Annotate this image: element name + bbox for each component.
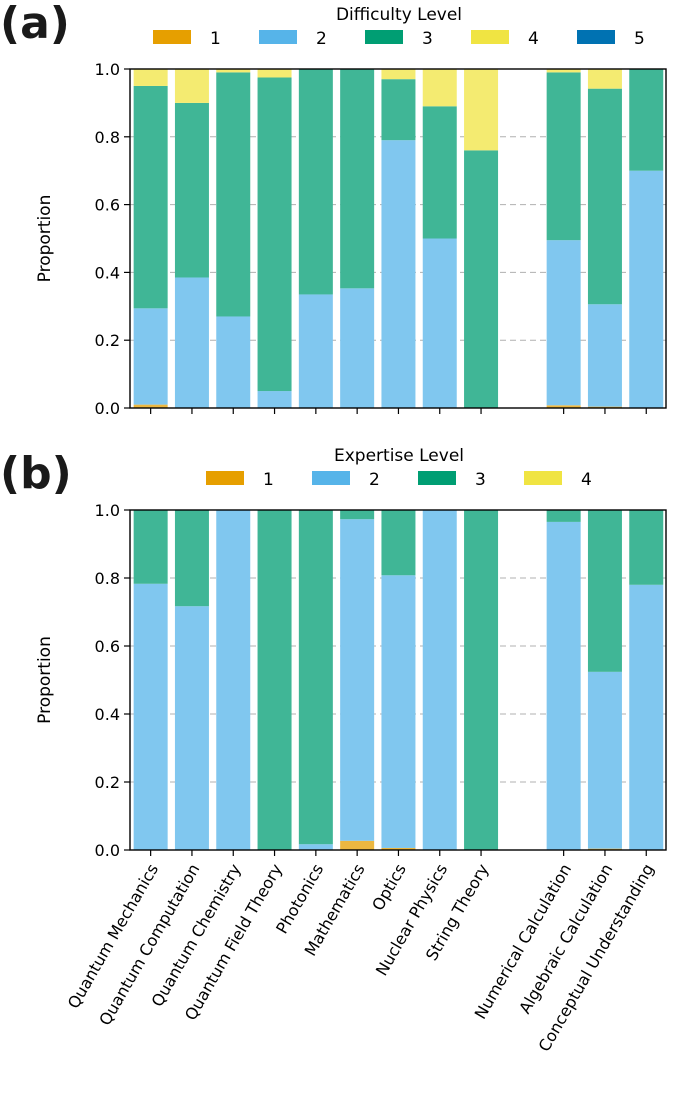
y-tick-label: 0.4 <box>95 263 120 282</box>
legend-label-2: 2 <box>316 29 327 49</box>
bar-a-0-level-1 <box>133 404 168 408</box>
bar-a-8-level-4 <box>464 69 499 151</box>
y-tick-label: 0.6 <box>95 637 120 656</box>
legend-label-4: 4 <box>528 29 539 49</box>
y-tick-label: 0.2 <box>95 331 120 350</box>
bar-a-2-level-3 <box>216 72 251 317</box>
bar-a-12-level-3 <box>629 69 664 171</box>
panel-letter-b: (b) <box>0 448 72 499</box>
legend-swatch-4 <box>524 471 562 485</box>
legend-label-4: 4 <box>581 470 592 490</box>
bar-b-7-level-2 <box>422 510 457 850</box>
panel-letter-a: (a) <box>0 0 70 49</box>
bar-b-6-level-2 <box>381 575 416 848</box>
y-tick-label: 0.0 <box>95 841 120 860</box>
bar-a-4-level-3 <box>298 69 333 295</box>
y-axis-label: Proportion <box>35 636 55 724</box>
bar-b-12-level-3 <box>629 510 664 585</box>
bar-a-3-level-2 <box>257 391 292 408</box>
bar-a-2-level-4 <box>216 69 251 73</box>
bar-b-8-level-3 <box>464 510 499 850</box>
legend-swatch-1 <box>153 30 191 44</box>
legend-label-3: 3 <box>475 470 486 490</box>
bar-b-1-level-3 <box>174 510 209 607</box>
bar-a-2-level-2 <box>216 316 251 408</box>
bar-a-12-level-2 <box>629 170 664 408</box>
bar-a-5-level-2 <box>340 288 375 408</box>
bar-b-10-level-3 <box>546 510 581 522</box>
bar-a-11-level-3 <box>587 88 622 305</box>
bar-b-6-level-3 <box>381 510 416 576</box>
bar-a-6-level-4 <box>381 69 416 80</box>
y-tick-label: 1.0 <box>95 501 120 520</box>
bar-b-2-level-2 <box>216 510 251 850</box>
bar-a-0-level-2 <box>133 308 168 405</box>
y-tick-label: 0.8 <box>95 128 120 147</box>
legend-label-3: 3 <box>422 29 433 49</box>
y-tick-label: 0.6 <box>95 196 120 215</box>
bar-a-6-level-3 <box>381 79 416 141</box>
legend-swatch-1 <box>206 471 244 485</box>
bar-b-4-level-3 <box>298 510 333 845</box>
bar-b-5-level-3 <box>340 510 375 520</box>
plot-frame <box>129 509 667 851</box>
bar-a-3-level-4 <box>257 69 292 78</box>
legend-swatch-4 <box>471 30 509 44</box>
bar-a-3-level-3 <box>257 77 292 392</box>
category-label: Optics <box>368 861 410 914</box>
bar-b-11-level-2 <box>587 671 622 849</box>
legend-swatch-3 <box>418 471 456 485</box>
legend-label-1: 1 <box>263 470 274 490</box>
legend-label-2: 2 <box>369 470 380 490</box>
bar-b-11-level-3 <box>587 510 622 672</box>
bar-a-6-level-2 <box>381 140 416 408</box>
bar-b-10-level-2 <box>546 521 581 850</box>
plot-frame <box>129 68 667 409</box>
legend-title: Difficulty Level <box>336 5 462 25</box>
bar-a-11-level-2 <box>587 304 622 407</box>
bar-a-8-level-3 <box>464 150 499 409</box>
legend-swatch-2 <box>259 30 297 44</box>
legend-swatch-2 <box>312 471 350 485</box>
bar-a-7-level-2 <box>422 238 457 408</box>
bar-a-10-level-2 <box>546 240 581 406</box>
bar-a-10-level-1 <box>546 405 581 408</box>
difficulty-chart: Difficulty Level 1 2 3 4 5 0.0 0.2 0.4 0.6 0.8 1.0 P… <box>35 5 667 418</box>
bar-b-3-level-3 <box>257 510 292 850</box>
bar-a-0-level-4 <box>133 69 168 86</box>
y-tick-label: 0.0 <box>95 399 120 418</box>
bar-a-7-level-3 <box>422 106 457 239</box>
bar-a-1-level-2 <box>174 277 209 408</box>
legend-swatch-3 <box>365 30 403 44</box>
bar-b-4-level-2 <box>298 844 333 850</box>
bar-a-5-level-3 <box>340 69 375 289</box>
bar-b-5-level-1 <box>340 840 375 850</box>
bar-b-0-level-2 <box>133 583 168 850</box>
y-tick-label: 0.2 <box>95 773 120 792</box>
legend-label-5: 5 <box>634 29 645 49</box>
y-tick-label: 0.8 <box>95 569 120 588</box>
bar-a-1-level-4 <box>174 69 209 103</box>
bar-b-1-level-2 <box>174 606 209 850</box>
bar-a-1-level-3 <box>174 102 209 278</box>
bar-a-10-level-3 <box>546 72 581 241</box>
legend-label-1: 1 <box>210 29 221 49</box>
bar-b-5-level-2 <box>340 519 375 841</box>
bar-b-6-level-1 <box>381 847 416 850</box>
bar-a-4-level-2 <box>298 294 333 408</box>
bar-b-12-level-2 <box>629 584 664 850</box>
y-tick-label: 0.4 <box>95 705 120 724</box>
legend-swatch-5 <box>577 30 615 44</box>
bar-b-0-level-3 <box>133 510 168 584</box>
bar-a-11-level-4 <box>587 69 622 89</box>
legend-title: Expertise Level <box>334 446 464 466</box>
y-axis-label: Proportion <box>35 195 55 283</box>
bar-a-10-level-4 <box>546 69 581 73</box>
bar-a-0-level-3 <box>133 85 168 309</box>
bar-a-7-level-4 <box>422 69 457 107</box>
y-tick-label: 1.0 <box>95 60 120 79</box>
